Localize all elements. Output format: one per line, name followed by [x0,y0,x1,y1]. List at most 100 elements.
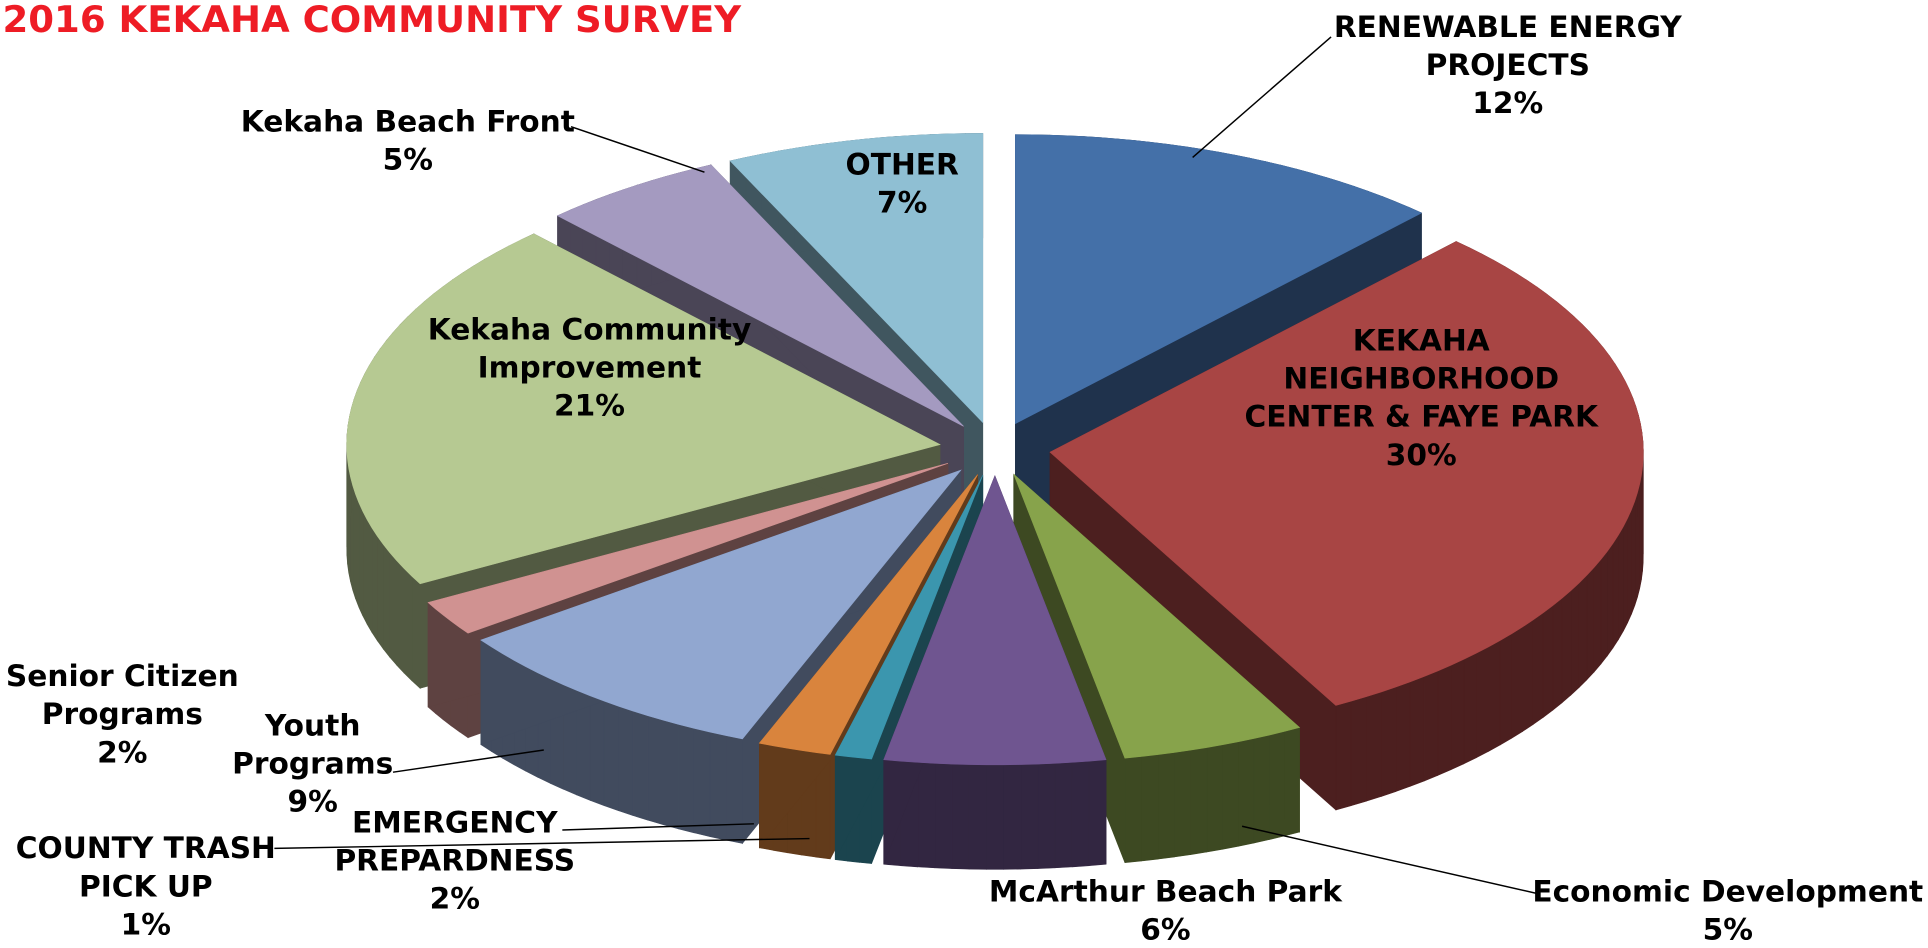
slice-side [1532,612,1544,726]
slice-side [1593,558,1602,673]
slice-side [917,762,936,869]
leader-line [1241,825,1539,895]
slice-label: KEKAHA NEIGHBORHOOD CENTER & FAYE PARK [1245,323,1600,433]
slice-value-label: 5% [383,143,433,177]
slice-label: OTHER [846,148,960,182]
slice-top [834,475,984,760]
slice-value-label: 21% [554,389,625,423]
leader-line [274,837,810,850]
slice-side [396,559,405,674]
slice-side [1637,484,1640,598]
slice-side [403,567,413,682]
slice-side [951,763,970,870]
slice-side [709,731,727,841]
slice-value-label: 2% [97,735,147,769]
slice-top [1013,474,1301,759]
slice-side [1586,566,1595,681]
slice-side [618,705,634,816]
slice-label: COUNTY TRASH PICK UP [16,831,276,903]
slice-side [1499,633,1512,746]
slice-side [1627,509,1632,623]
slice-side [1561,589,1572,704]
slice-side [1174,749,1191,858]
slice-value-label: 5% [1703,912,1753,946]
slice-label: EMERGENCY PREPARDNESS [334,805,575,877]
slice-side [362,511,368,625]
slice-side [1476,646,1489,759]
slice-side [371,526,378,642]
slice-side [934,763,953,869]
slice-side [1222,741,1239,850]
leader-line [392,749,544,773]
slice-side [382,543,390,658]
slice-label: RENEWABLE ENERGY PROJECTS [1334,10,1682,82]
slice-side [1366,691,1382,802]
slice-side [1450,658,1465,771]
slice [883,475,1107,870]
slice-top [427,463,949,634]
slice-side [1607,542,1614,657]
slice-side [377,535,384,650]
slice-top [758,474,978,755]
slice-side [1552,597,1563,711]
slice-side [1488,639,1501,752]
slice-label: Kekaha Beach Front [241,105,575,139]
slice-side [1612,533,1619,649]
leader-line [570,125,705,173]
slice-side [1037,763,1056,869]
slice-side [985,764,1004,870]
slice-value-label: 2% [430,882,480,916]
slice-side [1054,762,1073,869]
slice-side [1522,619,1534,732]
slice-side [1578,574,1588,689]
slice-top [729,133,984,424]
slice-label: Kekaha Community Improvement [428,312,752,384]
slice-top [346,233,941,585]
slice-side [1238,738,1255,847]
slice-side [366,518,373,634]
slice-side [1600,550,1608,665]
leader-line [562,823,754,831]
slice-side [1350,696,1367,807]
slice-side [1634,492,1638,606]
slice-side [1253,734,1270,844]
slice-side [1623,518,1628,632]
slice-side [1618,525,1624,641]
slice-side [1542,604,1554,718]
slice-value-label: 1% [121,908,171,942]
slice-side [1020,763,1039,870]
slice-side [1190,747,1208,855]
slice-value-label: 9% [288,785,338,819]
slice-side [678,723,695,834]
slice-side [1631,501,1636,615]
slice-side [1511,626,1523,739]
slice-top [883,475,1107,766]
slice-side [1071,760,1090,868]
slice-side [647,715,664,826]
slice-side [662,719,679,830]
slice-value-label: 7% [877,186,927,220]
slice-value-label: 12% [1472,86,1543,120]
slice-side [411,575,421,689]
slice-side [1269,730,1285,840]
slice-side [968,764,987,870]
slice-side [693,727,711,837]
slice-side [1437,664,1452,776]
slice-side [1088,759,1107,867]
slice-label: McArthur Beach Park [989,874,1343,908]
slice-side [1463,652,1477,765]
slice-side [358,502,364,616]
slice-side [603,700,619,812]
slice-side [1206,744,1223,853]
slice-value-label: 30% [1386,438,1457,472]
slice-top [1049,241,1644,706]
slice-side [1570,582,1580,696]
chart-title: 2016 KEKAHA COMMUNITY SURVEY [2,0,742,41]
slice-side [632,710,649,821]
slice-top [556,164,964,427]
slice-side [1335,700,1352,811]
leader-line [1192,36,1332,158]
slice-side [725,735,743,844]
slice-label: Senior Citizen Programs [6,659,239,731]
